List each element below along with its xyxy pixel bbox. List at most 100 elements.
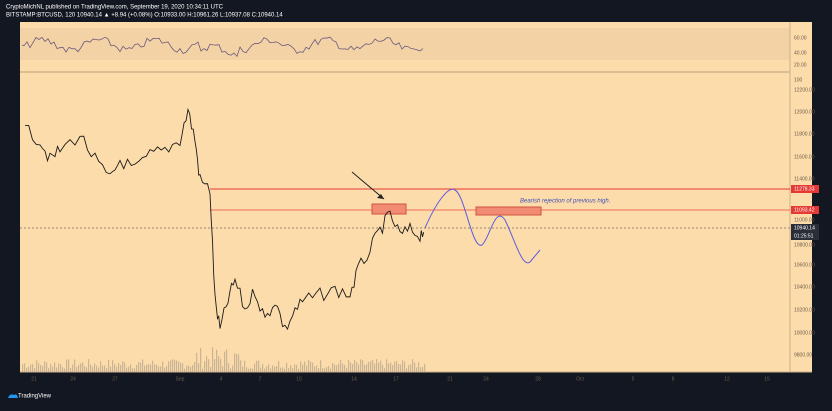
volume-bar <box>292 367 294 372</box>
volume-bar <box>94 363 96 372</box>
volume-bar <box>314 366 316 372</box>
volume-bar <box>22 364 24 372</box>
volume-bar <box>390 362 392 372</box>
volume-bar <box>238 354 240 372</box>
volume-bar <box>138 362 140 372</box>
volume-bar <box>400 364 402 372</box>
volume-bar <box>52 366 54 372</box>
volume-bar <box>168 361 170 372</box>
volume-bar <box>142 359 144 372</box>
volume-bar <box>394 361 396 372</box>
volume-bar <box>222 366 224 372</box>
volume-bar <box>302 364 304 372</box>
volume-bar <box>30 364 32 372</box>
volume-bar <box>316 365 318 372</box>
volume-bar <box>342 363 344 372</box>
volume-bar <box>192 365 194 372</box>
volume-bar <box>404 361 406 372</box>
price-tag-label: 01:25:51 <box>794 233 814 239</box>
volume-bar <box>38 363 40 372</box>
volume-bar <box>416 367 418 372</box>
price-axis-label: 10600.00 <box>794 262 815 268</box>
volume-bar <box>346 367 348 372</box>
volume-bar <box>220 358 222 372</box>
volume-bar <box>48 368 50 372</box>
volume-bar <box>248 368 250 372</box>
volume-bar <box>140 362 142 372</box>
time-axis-label: 28 <box>535 376 541 382</box>
volume-bar <box>166 366 168 372</box>
volume-bar <box>288 368 290 372</box>
volume-bar <box>210 367 212 372</box>
volume-bar <box>410 364 412 372</box>
volume-bar <box>164 367 166 372</box>
volume-bar <box>212 347 214 372</box>
volume-bar <box>36 360 38 372</box>
volume-bar <box>76 367 78 372</box>
volume-bar <box>336 365 338 372</box>
volume-bar <box>326 367 328 372</box>
volume-bar <box>268 364 270 372</box>
volume-bar <box>208 359 210 372</box>
volume-bar <box>296 364 298 372</box>
volume-bar <box>86 367 88 372</box>
arrow <box>351 171 385 200</box>
volume-bar <box>174 359 176 372</box>
volume-bar <box>256 360 258 372</box>
volume-bar <box>188 365 190 372</box>
volume-bar <box>74 359 76 372</box>
volume-bar <box>250 368 252 372</box>
volume-bar <box>108 359 110 372</box>
volume-bar <box>392 365 394 372</box>
price-axis-label: 10400.00 <box>794 284 815 290</box>
volume-bar <box>28 366 30 372</box>
price-axis-label: 9800.00 <box>794 352 812 358</box>
price-tag <box>791 185 819 193</box>
volume-bar <box>242 366 244 372</box>
volume-bar <box>228 363 230 372</box>
volume-bar <box>358 364 360 372</box>
projection-path <box>424 188 541 264</box>
volume-bar <box>294 364 296 372</box>
symbol-line: BITSTAMP:BTCUSD, 120 10940.14 ▲ +8.94 (+… <box>6 13 283 19</box>
volume-bar <box>218 356 220 372</box>
volume-bar <box>82 362 84 372</box>
volume-bar <box>116 366 118 372</box>
volume-bar <box>122 361 124 372</box>
volume-bar <box>120 364 122 372</box>
volume-bar <box>272 365 274 372</box>
volume-bar <box>130 364 132 372</box>
time-axis-label: 10 <box>296 376 302 382</box>
volume-bar <box>84 366 86 372</box>
volume-bar <box>42 366 44 372</box>
volume-bar <box>100 361 102 372</box>
volume-bar <box>368 361 370 372</box>
volume-bar <box>158 366 160 372</box>
volume-bar <box>182 363 184 372</box>
volume-bar <box>276 366 278 372</box>
price-tag-label: 11093.42 <box>794 207 815 213</box>
time-axis-label: 14 <box>351 376 357 382</box>
volume-bar <box>354 359 356 372</box>
volume-bar <box>150 364 152 372</box>
volume-bar <box>124 362 126 372</box>
volume-bar <box>128 366 130 372</box>
volume-bar <box>70 367 72 372</box>
volume-bar <box>54 362 56 372</box>
volume-bar <box>386 359 388 372</box>
volume-bar <box>134 368 136 372</box>
volume-bar <box>408 365 410 372</box>
volume-bar <box>402 360 404 372</box>
volume-bar <box>280 367 282 372</box>
volume-bar <box>362 360 364 372</box>
footer-icon <box>8 394 18 398</box>
volume-bar <box>202 368 204 372</box>
volume-bar <box>270 368 272 372</box>
volume-bar <box>88 359 90 372</box>
volume-bar <box>422 366 424 372</box>
volume-bar <box>298 368 300 372</box>
volume-bar <box>136 364 138 372</box>
volume-bar <box>334 364 336 372</box>
volume-bar <box>352 364 354 372</box>
volume-bar <box>234 353 236 372</box>
